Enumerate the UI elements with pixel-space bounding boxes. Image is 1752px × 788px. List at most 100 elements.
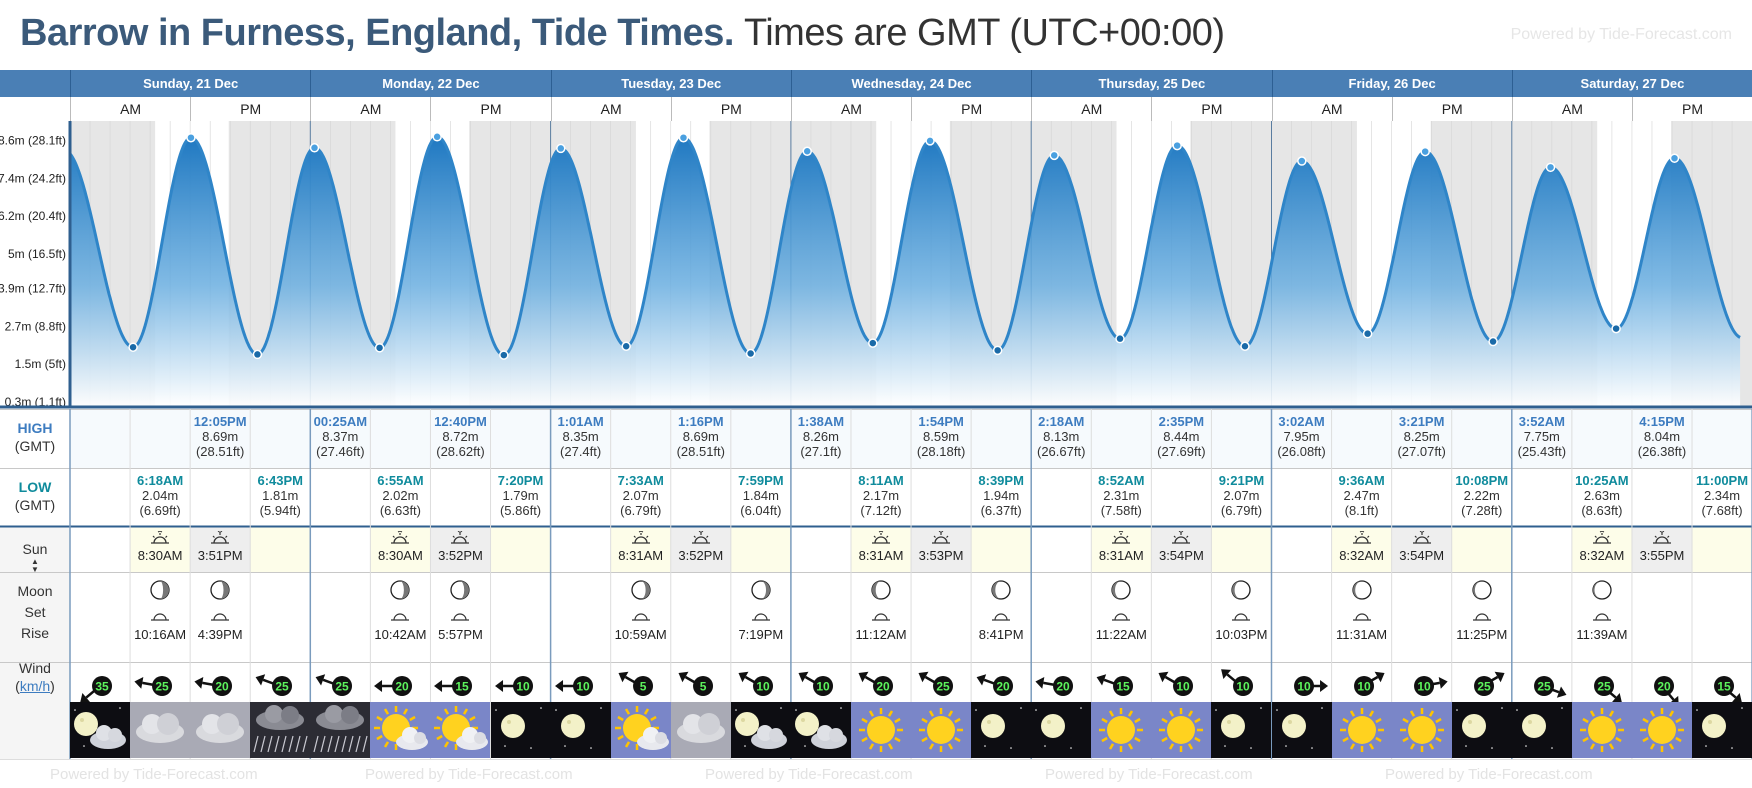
y-tick-label-2: 2.7m (8.8ft)	[5, 319, 66, 333]
moon-phase-icon	[390, 580, 411, 600]
am-label-1: AM	[310, 97, 430, 121]
low-tide-marker-25[interactable]	[1611, 323, 1621, 334]
day-header-0: Sunday, 21 Dec	[70, 70, 310, 97]
wind-unit-link[interactable]: km/h	[19, 678, 51, 694]
sunset-icon	[671, 530, 731, 548]
sunset-cell-5: 3:54PM	[1392, 530, 1452, 563]
low-tide-marker-13[interactable]	[868, 338, 878, 348]
high-tide-marker-24[interactable]	[1545, 162, 1556, 173]
high-tide-marker-22[interactable]	[1420, 146, 1430, 157]
moon-phase-icon	[210, 580, 230, 600]
sunset-cell-3: 3:53PM	[911, 530, 971, 563]
sunset-cell-2: 3:52PM	[671, 530, 731, 563]
low-tide-marker-23[interactable]	[1488, 336, 1498, 347]
sun-label-bg	[0, 527, 70, 572]
evening-cell-bg-0	[250, 527, 311, 572]
low-row-label: LOW (GMT)	[0, 478, 70, 514]
timezone-subtitle: Times are GMT (UTC+00:00)	[743, 12, 1225, 54]
low-label: LOW	[18, 479, 52, 495]
high-tide-marker-8[interactable]	[556, 143, 566, 154]
high-tide-marker-12[interactable]	[802, 146, 812, 157]
low-tide-marker-1[interactable]	[128, 342, 138, 352]
wind-cell-25: 25	[1572, 666, 1632, 706]
high-tide-marker-20[interactable]	[1297, 156, 1307, 166]
high-tide-marker-16[interactable]	[1049, 150, 1059, 161]
low-tide-marker-9[interactable]	[621, 341, 631, 351]
footer-powered-5: Powered by Tide-Forecast.com	[1385, 766, 1593, 783]
low-tide-marker-21[interactable]	[1362, 328, 1373, 339]
low-tide-marker-15[interactable]	[992, 345, 1003, 356]
day-header-5: Friday, 26 Dec	[1271, 70, 1512, 97]
low-tide-cell-3: 7:20PM 1.79m (5.86ft)	[497, 473, 544, 518]
high-tide-marker-18[interactable]	[1172, 140, 1182, 151]
low-tide-marker-17[interactable]	[1115, 333, 1125, 344]
low-tide-cell-6: 8:11AM 2.17m (7.12ft)	[858, 473, 904, 518]
low-tide-marker-5[interactable]	[374, 343, 385, 353]
moonset-icon	[211, 613, 230, 621]
high-tide-marker-14[interactable]	[925, 136, 935, 146]
low-tide-marker-19[interactable]	[1240, 341, 1250, 351]
am-label-6: AM	[1511, 97, 1632, 121]
weather-icon-moon-27	[1692, 702, 1752, 758]
high-tide-marker-10[interactable]	[678, 132, 689, 143]
high-tide-marker-26[interactable]	[1669, 153, 1680, 163]
low-tide-cell-13: 11:00PM 2.34m (7.68ft)	[1696, 473, 1749, 518]
svg-text:10: 10	[576, 680, 590, 694]
sunset-icon	[1151, 530, 1211, 548]
weather-icon-rain-3	[250, 702, 311, 758]
weather-icon-cloud-10	[670, 702, 731, 758]
svg-text:25: 25	[155, 680, 169, 694]
predawn-cell-bg-4	[1031, 527, 1092, 572]
svg-text:20: 20	[215, 680, 229, 694]
high-tide-marker-6[interactable]	[432, 132, 442, 142]
high-tide-marker-2[interactable]	[186, 132, 196, 143]
weather-icon-moon-cloud-0	[70, 702, 130, 758]
evening-cell-bg-6	[1692, 527, 1752, 572]
weather-icon-sun-17	[1091, 702, 1152, 758]
wind-cell-17: 15	[1091, 666, 1151, 706]
high-tide-cell-2: 12:40PM 8.72m (28.62ft)	[434, 414, 487, 459]
low-tide-cell-11: 10:08PM 2.22m (7.28ft)	[1455, 473, 1509, 518]
footer-powered-2: Powered by Tide-Forecast.com	[365, 766, 573, 783]
pm-label-5: PM	[1391, 97, 1512, 121]
day-header-1: Monday, 22 Dec	[310, 70, 550, 97]
sunrise-icon	[1572, 530, 1632, 548]
moon-set-cell-5: 7:19PM	[731, 579, 791, 642]
y-tick-label-3: 3.9m (12.7ft)	[0, 282, 66, 296]
svg-text:20: 20	[1657, 680, 1671, 694]
sunset-cell-1: 3:52PM	[430, 530, 490, 563]
footer-powered-1: Powered by Tide-Forecast.com	[50, 766, 258, 783]
high-tide-marker-4[interactable]	[309, 143, 320, 153]
sunrise-icon	[1332, 530, 1392, 548]
predawn-cell-bg-0	[70, 527, 131, 572]
svg-text:35: 35	[95, 680, 109, 694]
weather-icon-sun-cloud-9	[610, 702, 671, 758]
moon-set-label: Set	[24, 604, 46, 620]
moon-phase-icon	[991, 580, 1011, 600]
svg-text:15: 15	[456, 680, 470, 694]
wind-cell-23: 25	[1452, 666, 1512, 706]
wind-cell-4: 25	[310, 666, 370, 706]
low-tide-marker-3[interactable]	[252, 349, 263, 360]
sunrise-cell-2: 8:31AM	[611, 530, 671, 563]
low-tide-marker-11[interactable]	[745, 348, 756, 359]
weather-icon-moon-7	[490, 702, 551, 758]
predawn-cell-bg-2	[550, 527, 611, 572]
svg-text:20: 20	[876, 680, 890, 694]
evening-cell-bg-2	[730, 527, 791, 572]
y-tick-label-5: 6.2m (20.4ft)	[0, 209, 66, 223]
low-tide-cell-4: 7:33AM 2.07m (6.79ft)	[617, 473, 664, 518]
wind-cell-27: 15	[1692, 666, 1752, 706]
moon-label-bg	[0, 572, 70, 662]
moonrise-icon	[1352, 613, 1371, 621]
powered-by[interactable]: Powered by Tide-Forecast.com	[1510, 26, 1732, 43]
moonrise-icon	[151, 613, 170, 621]
grid-lines	[0, 409, 1752, 759]
moon-phase-icon	[871, 580, 891, 600]
moonset-icon	[1472, 613, 1491, 621]
predawn-cell-bg-1	[310, 527, 371, 572]
low-tide-marker-7[interactable]	[499, 350, 509, 360]
sun-row-label: Sun ▲ ▼	[0, 540, 70, 574]
pm-label-4: PM	[1151, 97, 1271, 121]
svg-text:25: 25	[1537, 680, 1551, 694]
